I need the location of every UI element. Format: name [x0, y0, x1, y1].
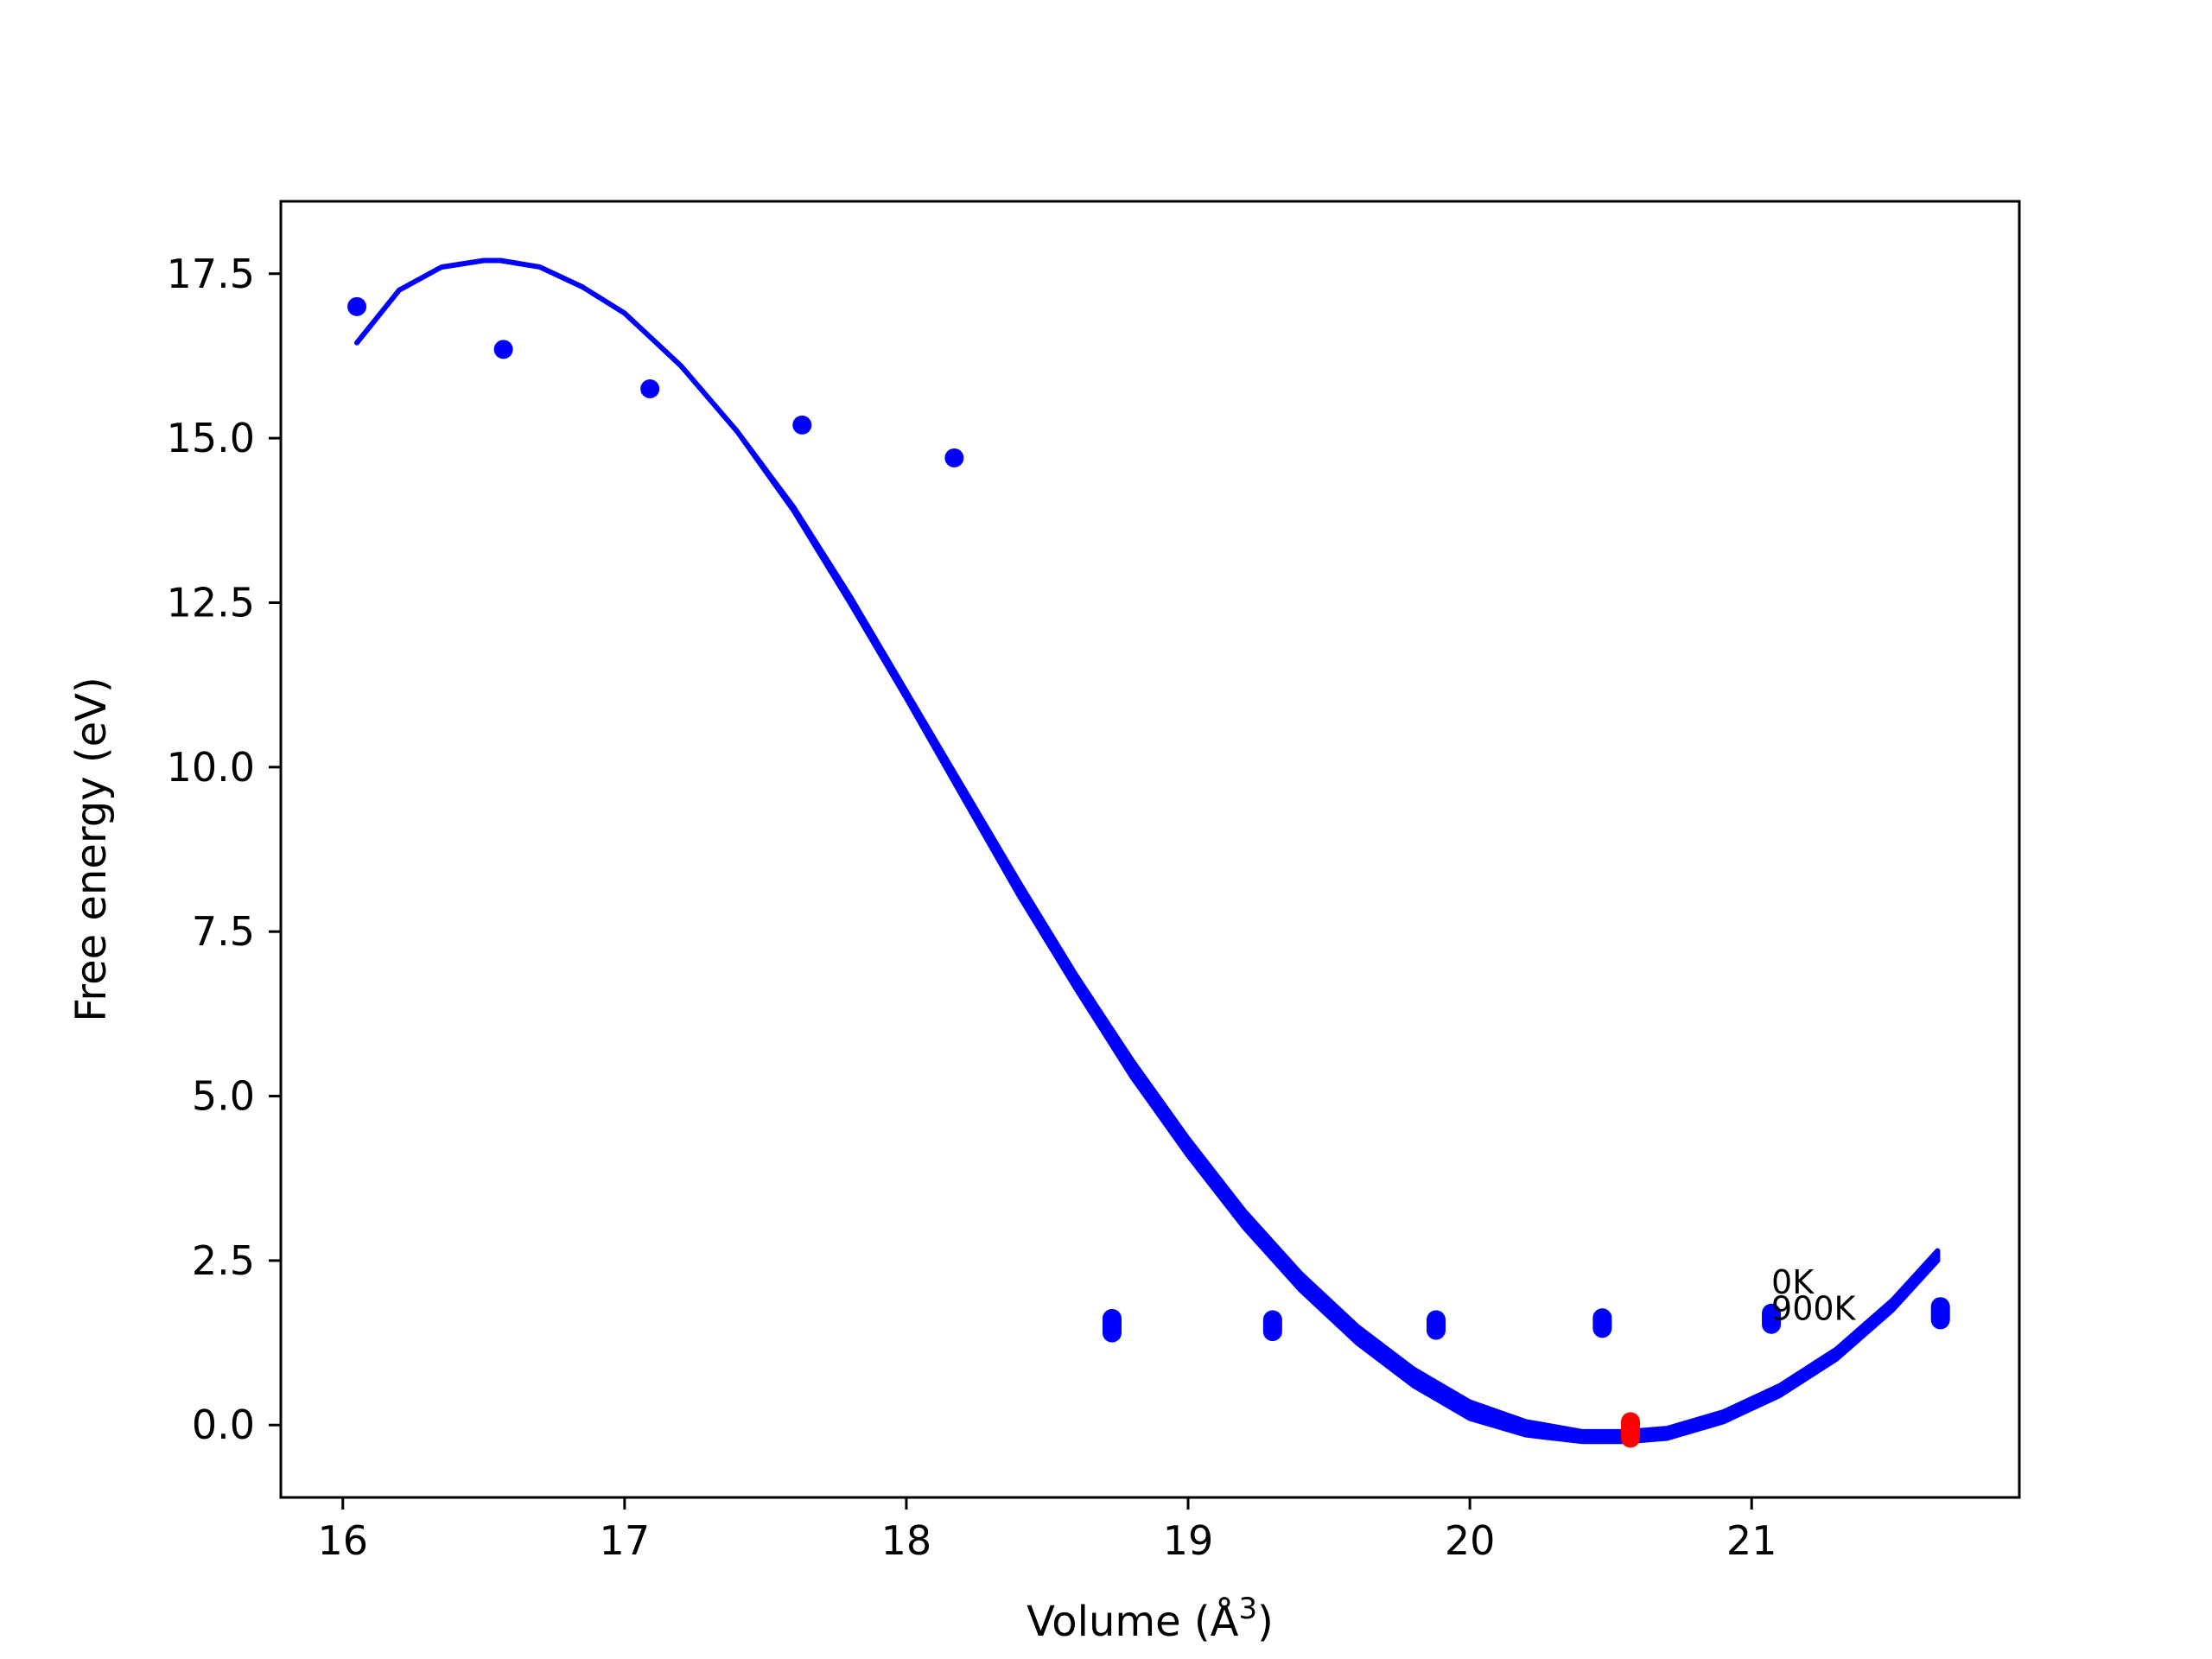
- x-tick-label: 17: [600, 1517, 651, 1564]
- y-axis-label: Free energy (eV): [67, 677, 116, 1021]
- x-tick-label: 20: [1445, 1517, 1496, 1564]
- x-axis-label: Volume (Å3): [1027, 1592, 1274, 1646]
- data-point: [347, 296, 367, 316]
- axes-frame: [279, 200, 2021, 1499]
- x-tick-label: 18: [881, 1517, 932, 1564]
- y-tick-label: 10.0: [167, 744, 255, 791]
- data-point: [944, 448, 964, 467]
- y-tick-label: 0.0: [192, 1402, 255, 1448]
- x-tick-label: 19: [1163, 1517, 1214, 1564]
- x-tick-label: 21: [1726, 1517, 1777, 1564]
- y-tick-label: 7.5: [192, 908, 255, 955]
- y-tick-label: 15.0: [167, 415, 255, 461]
- fitted-curve: [354, 257, 1941, 1445]
- data-point: [640, 379, 660, 399]
- y-tick-label: 12.5: [167, 579, 255, 626]
- x-axis-label-main: Volume (Å: [1027, 1597, 1239, 1646]
- y-tick-label: 2.5: [192, 1237, 255, 1284]
- y-tick-label: 17.5: [167, 251, 255, 297]
- temperature-label: 900K: [1771, 1289, 1857, 1327]
- temperature-label: 0K: [1771, 1263, 1815, 1301]
- data-point: [493, 340, 513, 359]
- y-tick-label: 5.0: [192, 1073, 255, 1120]
- plot-area: [347, 257, 1950, 1448]
- x-axis-ticks: 16 17 18 19 20 21: [317, 1497, 1777, 1564]
- data-point: [792, 415, 812, 435]
- x-tick-label: 16: [317, 1517, 368, 1564]
- y-axis-ticks: 0.0 2.5 5.0 7.5 10.0 12.5 15.0 17.5: [167, 251, 281, 1448]
- x-axis-label-exponent: 3: [1238, 1592, 1257, 1626]
- x-axis-label-close: ): [1257, 1598, 1274, 1646]
